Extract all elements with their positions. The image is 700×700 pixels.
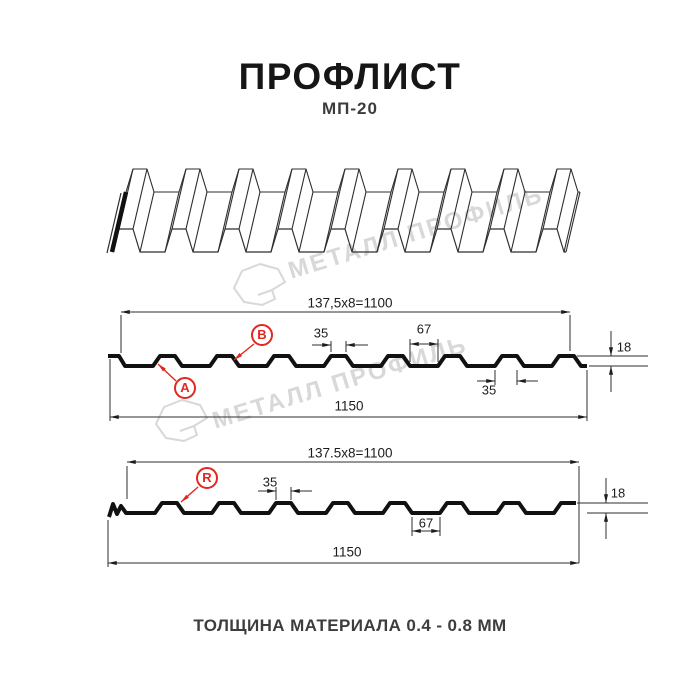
dimension-label-valley-s1: 67 [416, 321, 432, 337]
dimension-label-crest-s1: 35 [313, 325, 329, 341]
point-label-a: А [174, 377, 196, 399]
dimension-label-rib-base-s1: 35 [481, 382, 497, 398]
dimension-label-width-s2: 1150 [332, 544, 362, 560]
page-title: ПРОФЛИСТ [238, 56, 462, 97]
dimension-label-width-s1: 1150 [334, 398, 364, 414]
point-label-r: R [196, 467, 218, 489]
dimension-label-height-s1: 18 [616, 339, 632, 355]
dimension-label-height-s2: 18 [610, 485, 626, 501]
dimension-label-pitch-s2: 137.5x8=1100 [307, 445, 393, 461]
page-subtitle: МП-20 [322, 99, 378, 118]
material-thickness-note: ТОЛЩИНА МАТЕРИАЛА 0.4 - 0.8 ММ [193, 616, 507, 635]
dimension-label-valley-s2: 67 [418, 515, 434, 531]
dimension-label-pitch-s1: 137,5x8=1100 [307, 295, 393, 311]
point-label-b: В [251, 324, 273, 346]
dimension-label-crest-s2: 35 [262, 474, 278, 490]
